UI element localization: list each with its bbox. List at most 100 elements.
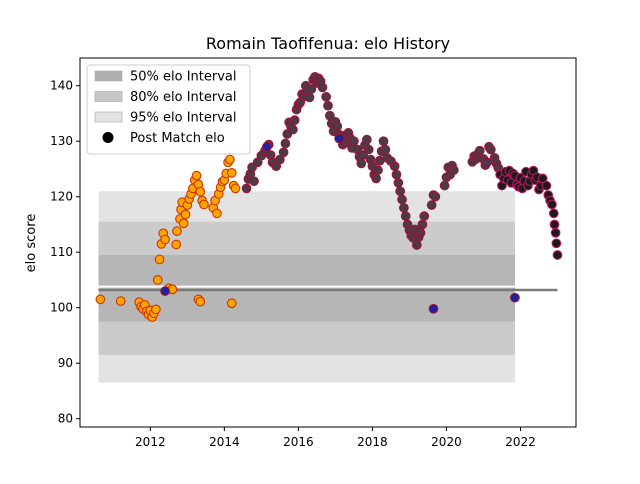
elo-point [225, 154, 235, 165]
elo-point [241, 183, 252, 194]
elo-point [415, 227, 426, 238]
elo-point [373, 165, 383, 175]
elo-point [230, 183, 241, 194]
interval-band-50 [98, 254, 515, 322]
elo-point [426, 200, 437, 210]
elo-point [317, 82, 328, 93]
x-tick-label: 2018 [357, 435, 388, 449]
legend-label: 95% elo Interval [130, 111, 237, 126]
plot-content [95, 72, 563, 383]
elo-point [380, 144, 391, 155]
elo-point [474, 145, 485, 156]
elo-point [400, 211, 411, 221]
elo-point [278, 147, 289, 158]
elo-point [172, 226, 182, 236]
elo-point [160, 234, 170, 245]
elo-point [389, 161, 400, 172]
elo-point [262, 141, 272, 152]
legend-swatch [94, 111, 123, 123]
elo-point [417, 219, 428, 230]
y-tick-label: 110 [50, 245, 73, 259]
elo-point [547, 199, 557, 210]
x-tick-label: 2014 [209, 435, 240, 449]
y-axis-label: elo score [24, 214, 39, 273]
elo-point [449, 165, 459, 175]
legend-marker [102, 132, 114, 143]
elo-point [419, 211, 430, 221]
elo-point [280, 138, 291, 149]
elo-point [160, 286, 170, 296]
elo-point [226, 168, 237, 178]
elo-point [249, 176, 259, 187]
elo-point [395, 186, 406, 197]
legend: 50% elo Interval 80% elo Interval 95% elo … [86, 64, 251, 155]
elo-point [115, 296, 126, 306]
legend-box [86, 64, 251, 155]
elo-point [180, 209, 191, 220]
y-tick-label: 140 [50, 79, 73, 93]
elo-point [548, 208, 559, 219]
elo-point [212, 208, 222, 219]
x-tick-label: 2016 [283, 435, 314, 449]
elo-point [152, 275, 163, 285]
elo-point [356, 158, 367, 169]
elo-point [397, 194, 407, 205]
elo-point [191, 170, 202, 181]
legend-swatch [94, 70, 123, 82]
elo-point [178, 218, 189, 229]
elo-point [486, 144, 496, 155]
y-tick-label: 130 [50, 134, 73, 148]
elo-point [154, 254, 165, 265]
y-tick-label: 120 [50, 190, 73, 204]
elo-point [362, 134, 372, 145]
elo-point [321, 91, 331, 102]
elo-point [439, 180, 450, 191]
y-tick-label: 90 [58, 356, 73, 370]
elo-point [551, 238, 562, 249]
elo-point [195, 296, 206, 307]
elo-point [171, 239, 182, 250]
elo-point [550, 227, 561, 238]
elo-point [304, 92, 315, 103]
elo-point [289, 115, 300, 125]
y-tick-label: 100 [50, 301, 73, 315]
x-tick-label: 2022 [505, 435, 536, 449]
elo-point [195, 186, 206, 197]
axes-frame [79, 57, 577, 428]
elo-point [552, 250, 563, 260]
elo-point [226, 298, 237, 309]
y-tick-label: 80 [58, 412, 73, 426]
elo-point [287, 124, 298, 135]
elo-point [199, 199, 209, 210]
elo-point [549, 219, 560, 230]
elo-point [541, 180, 552, 191]
chart-title: Romain Taofifenua: elo History [206, 34, 450, 53]
legend-label: 50% elo Interval [130, 70, 237, 85]
elo-point [306, 84, 317, 94]
plot-area [95, 72, 563, 383]
elo-point [151, 304, 161, 315]
axes: 2012 2014 2016 2018 2020 2022 80 90 100 110 120 130… [50, 57, 577, 449]
legend-swatch [94, 91, 123, 102]
x-tick-label: 2012 [135, 435, 166, 449]
elo-point [349, 136, 359, 147]
elo-point [95, 294, 106, 305]
legend-label: 80% elo Interval [130, 90, 237, 105]
elo-point [393, 177, 404, 188]
elo-point [332, 121, 343, 132]
elo-point [334, 133, 344, 144]
elo-point [363, 144, 374, 155]
elo-point [510, 292, 520, 303]
elo-point [430, 191, 441, 202]
elo-point [482, 157, 493, 168]
elo-point [411, 240, 422, 250]
elo-point [323, 100, 333, 111]
legend-label: Post Match elo [130, 131, 225, 146]
elo-point [371, 173, 381, 184]
elo-point [391, 169, 402, 180]
elo-point [399, 202, 409, 213]
elo-point [428, 303, 439, 314]
x-tick-label: 2020 [431, 435, 462, 449]
